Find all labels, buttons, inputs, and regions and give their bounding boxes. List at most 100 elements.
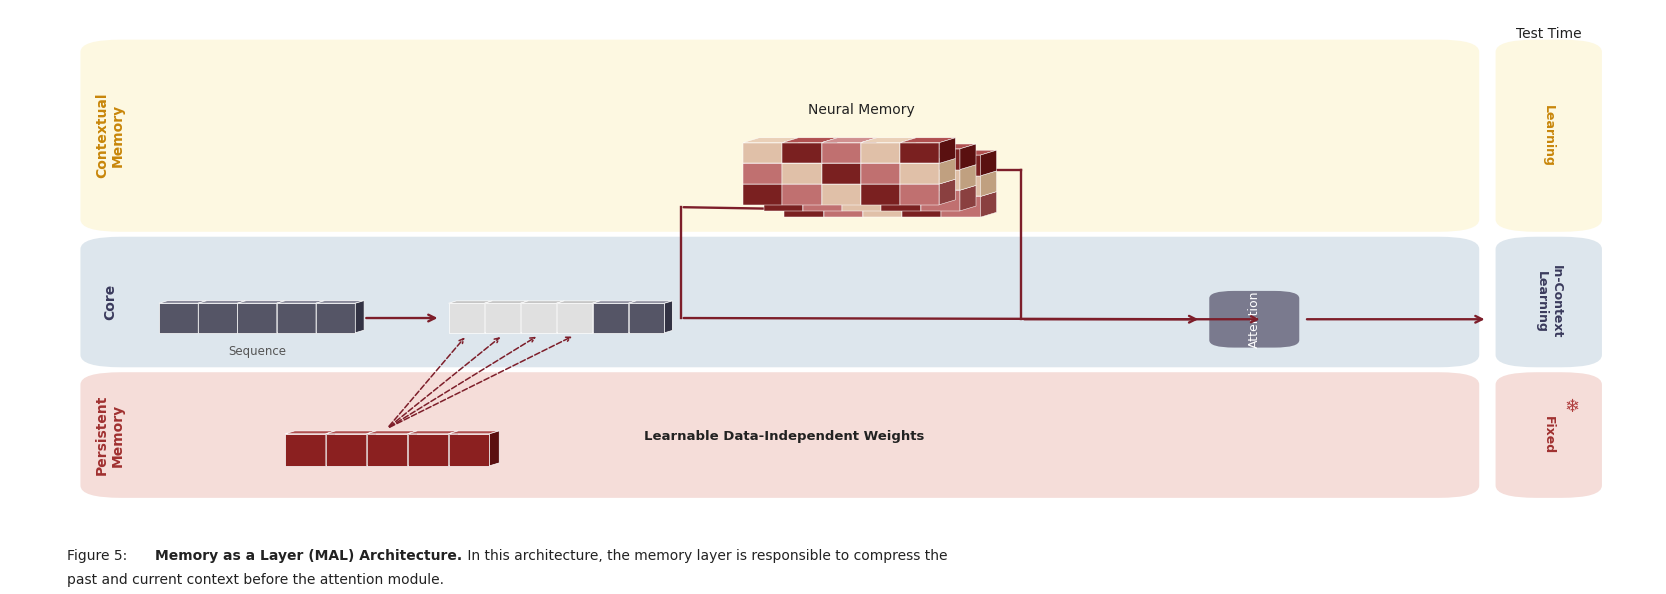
Polygon shape [861, 138, 876, 163]
Polygon shape [277, 301, 285, 333]
Polygon shape [198, 304, 238, 333]
Polygon shape [327, 431, 377, 434]
Polygon shape [941, 155, 981, 176]
Polygon shape [743, 179, 798, 184]
Polygon shape [881, 144, 898, 169]
Polygon shape [783, 138, 798, 163]
Polygon shape [520, 301, 528, 333]
Polygon shape [821, 179, 838, 205]
FancyBboxPatch shape [80, 40, 1479, 232]
Polygon shape [783, 179, 838, 184]
Polygon shape [841, 144, 898, 149]
Polygon shape [367, 431, 418, 434]
Polygon shape [823, 171, 878, 176]
Polygon shape [841, 165, 898, 169]
Polygon shape [841, 149, 881, 169]
Polygon shape [841, 169, 881, 190]
Polygon shape [863, 171, 918, 176]
FancyBboxPatch shape [1210, 291, 1299, 347]
Polygon shape [823, 150, 840, 176]
Polygon shape [743, 163, 783, 184]
Polygon shape [783, 159, 838, 163]
Polygon shape [900, 159, 916, 184]
Polygon shape [861, 163, 900, 184]
FancyBboxPatch shape [1496, 237, 1603, 367]
Text: In this architecture, the memory layer is responsible to compress the: In this architecture, the memory layer i… [463, 549, 948, 563]
Polygon shape [783, 143, 821, 163]
Polygon shape [823, 192, 878, 197]
Polygon shape [823, 192, 840, 217]
Text: Neural Memory: Neural Memory [808, 103, 915, 116]
Polygon shape [960, 165, 976, 190]
Polygon shape [863, 150, 878, 176]
Polygon shape [556, 301, 600, 304]
Polygon shape [821, 138, 838, 163]
Text: ❄: ❄ [1564, 399, 1579, 416]
Polygon shape [783, 159, 798, 184]
Polygon shape [921, 165, 976, 169]
Polygon shape [921, 169, 960, 190]
Polygon shape [881, 190, 921, 211]
Polygon shape [821, 138, 876, 143]
Polygon shape [763, 190, 803, 211]
Polygon shape [881, 169, 921, 190]
Polygon shape [593, 301, 600, 333]
Polygon shape [785, 197, 823, 217]
Polygon shape [317, 304, 355, 333]
Polygon shape [783, 179, 798, 205]
Polygon shape [355, 301, 365, 333]
Polygon shape [921, 185, 936, 211]
Polygon shape [940, 159, 955, 184]
Polygon shape [881, 149, 921, 169]
Polygon shape [921, 144, 936, 169]
Polygon shape [448, 431, 500, 434]
Polygon shape [901, 171, 958, 176]
Polygon shape [921, 185, 976, 190]
Polygon shape [327, 431, 335, 466]
Polygon shape [863, 155, 901, 176]
Polygon shape [823, 197, 863, 217]
Polygon shape [785, 150, 840, 155]
Polygon shape [448, 434, 490, 466]
Polygon shape [327, 434, 367, 466]
Polygon shape [981, 192, 996, 217]
Polygon shape [803, 190, 841, 211]
Polygon shape [841, 165, 858, 190]
Polygon shape [861, 184, 900, 205]
Polygon shape [238, 301, 247, 333]
FancyBboxPatch shape [1496, 372, 1603, 498]
Polygon shape [881, 185, 936, 190]
Text: Fixed: Fixed [1543, 416, 1556, 454]
Polygon shape [901, 176, 941, 197]
Polygon shape [841, 144, 858, 169]
Polygon shape [763, 165, 820, 169]
Polygon shape [900, 163, 940, 184]
Polygon shape [448, 301, 493, 304]
Polygon shape [593, 304, 628, 333]
Polygon shape [783, 138, 838, 143]
Polygon shape [763, 149, 803, 169]
Polygon shape [900, 179, 916, 205]
Polygon shape [921, 190, 960, 211]
Polygon shape [921, 165, 936, 190]
Polygon shape [763, 169, 803, 190]
Polygon shape [861, 159, 916, 163]
Polygon shape [158, 301, 207, 304]
Polygon shape [785, 176, 823, 197]
Polygon shape [941, 176, 981, 197]
Polygon shape [941, 171, 958, 197]
Polygon shape [821, 163, 861, 184]
Polygon shape [861, 143, 900, 163]
Polygon shape [763, 185, 820, 190]
Polygon shape [981, 171, 996, 197]
Polygon shape [863, 192, 918, 197]
Polygon shape [785, 192, 840, 197]
Polygon shape [803, 149, 841, 169]
Polygon shape [900, 143, 940, 163]
Polygon shape [485, 301, 528, 304]
Polygon shape [367, 431, 377, 466]
Text: Learnable Data-Independent Weights: Learnable Data-Independent Weights [643, 430, 925, 443]
Text: Core: Core [103, 284, 117, 320]
Polygon shape [861, 159, 876, 184]
Text: past and current context before the attention module.: past and current context before the atte… [67, 573, 443, 587]
